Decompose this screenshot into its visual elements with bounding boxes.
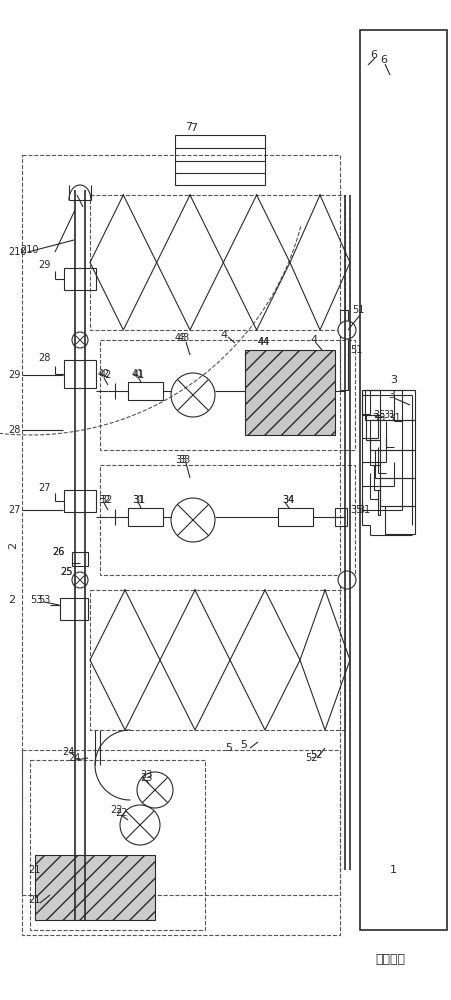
Bar: [244, 350, 334, 435]
Bar: [334, 508, 346, 526]
Text: 44: 44: [258, 337, 270, 347]
Bar: [365, 415, 379, 440]
Text: 31: 31: [133, 495, 145, 505]
Text: 7: 7: [184, 122, 192, 132]
Bar: [364, 390, 414, 420]
Text: 33: 33: [175, 455, 187, 465]
Text: 7: 7: [189, 123, 197, 133]
Bar: [128, 382, 163, 400]
Bar: [377, 490, 379, 515]
Bar: [379, 478, 414, 506]
Text: 2: 2: [8, 595, 15, 605]
Text: 21: 21: [28, 865, 40, 875]
Bar: [64, 490, 96, 512]
Text: 24: 24: [62, 747, 74, 757]
Bar: [90, 195, 344, 330]
Text: 26: 26: [52, 547, 64, 557]
Bar: [60, 598, 88, 620]
Text: 34: 34: [281, 495, 294, 505]
Bar: [361, 390, 379, 415]
Bar: [369, 420, 414, 450]
Text: 2: 2: [8, 541, 18, 549]
Text: 25: 25: [60, 567, 72, 577]
Text: 3: 3: [387, 390, 394, 400]
Circle shape: [337, 571, 355, 589]
Bar: [339, 310, 347, 390]
Text: 53: 53: [30, 595, 42, 605]
Text: 22: 22: [110, 805, 122, 815]
Text: 21: 21: [28, 895, 40, 905]
Text: 23: 23: [140, 770, 152, 780]
Text: 嘴头总仓: 嘴头总仓: [374, 953, 404, 966]
Text: 210: 210: [20, 245, 38, 255]
Circle shape: [72, 332, 88, 348]
Circle shape: [72, 572, 88, 588]
Bar: [100, 465, 354, 575]
Text: 28: 28: [38, 353, 50, 363]
Text: 26: 26: [52, 547, 64, 557]
Text: 210: 210: [8, 247, 27, 257]
Text: 51: 51: [349, 345, 362, 355]
Circle shape: [337, 321, 355, 339]
Text: 5: 5: [239, 740, 246, 750]
Text: 29: 29: [8, 370, 20, 380]
Text: 28: 28: [8, 425, 20, 435]
Bar: [384, 506, 414, 534]
Text: 43: 43: [175, 333, 187, 343]
Text: 3: 3: [389, 375, 396, 385]
Bar: [369, 440, 379, 465]
Text: 22: 22: [115, 808, 127, 818]
Bar: [22, 750, 339, 935]
Text: 42: 42: [100, 370, 112, 380]
Text: 5: 5: [225, 743, 231, 753]
Text: 52: 52: [304, 753, 317, 763]
Text: 32: 32: [100, 495, 112, 505]
Text: 24: 24: [68, 753, 80, 763]
Text: 51: 51: [351, 305, 364, 315]
Bar: [64, 360, 96, 388]
Bar: [72, 552, 88, 566]
Text: 43: 43: [178, 333, 190, 343]
Bar: [359, 30, 446, 930]
Text: 1: 1: [389, 865, 396, 875]
Bar: [277, 508, 312, 526]
Text: 42: 42: [98, 369, 110, 379]
Bar: [373, 465, 379, 490]
Text: 31: 31: [132, 495, 144, 505]
Text: 35: 35: [372, 410, 385, 420]
Text: 4: 4: [309, 335, 317, 345]
Text: 31: 31: [357, 505, 369, 515]
Text: 34: 34: [281, 495, 294, 505]
Bar: [30, 760, 205, 930]
Bar: [64, 268, 96, 290]
Bar: [374, 450, 414, 478]
Text: 27: 27: [38, 483, 51, 493]
Text: 44: 44: [258, 337, 270, 347]
Bar: [100, 340, 354, 450]
Text: 6: 6: [379, 55, 386, 65]
Text: 29: 29: [38, 260, 50, 270]
Text: 23: 23: [140, 773, 152, 783]
Text: 52: 52: [309, 750, 322, 760]
Text: 53: 53: [38, 595, 50, 605]
Text: 25: 25: [60, 567, 72, 577]
Text: 35: 35: [349, 505, 362, 515]
Text: 4: 4: [220, 330, 226, 340]
Bar: [90, 590, 344, 730]
Text: 32: 32: [98, 495, 110, 505]
Bar: [22, 155, 339, 895]
Text: 35 31: 35 31: [372, 413, 400, 423]
Text: 41: 41: [133, 370, 145, 380]
Text: 31: 31: [382, 410, 394, 420]
Text: 33: 33: [178, 455, 190, 465]
Bar: [35, 855, 155, 920]
Text: 6: 6: [369, 50, 376, 60]
Text: 27: 27: [8, 505, 20, 515]
Bar: [175, 135, 264, 185]
Bar: [128, 508, 163, 526]
Text: 41: 41: [132, 369, 144, 379]
